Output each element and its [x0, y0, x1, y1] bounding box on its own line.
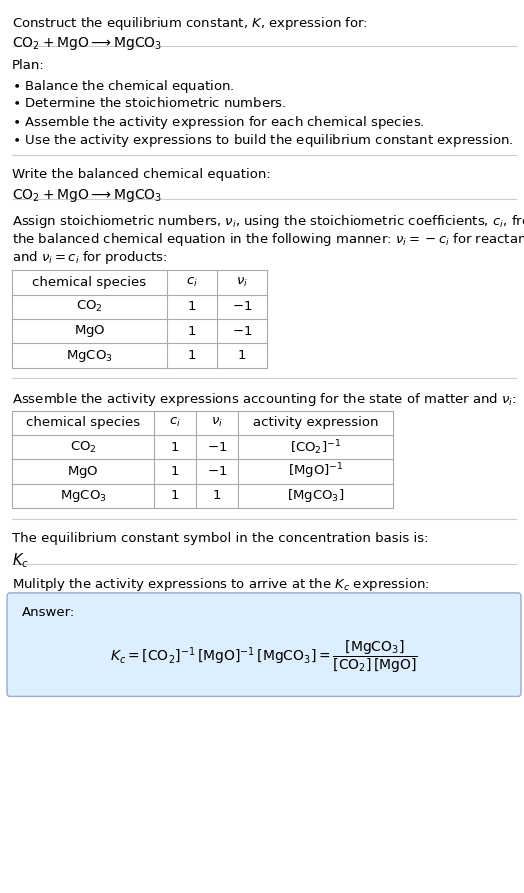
- Text: $\bullet$ Use the activity expressions to build the equilibrium constant express: $\bullet$ Use the activity expressions t…: [12, 132, 514, 149]
- Text: $\mathrm{CO_2 + MgO \longrightarrow MgCO_3}$: $\mathrm{CO_2 + MgO \longrightarrow MgCO…: [12, 188, 162, 204]
- Text: and $\nu_i = c_i$ for products:: and $\nu_i = c_i$ for products:: [12, 249, 168, 266]
- Text: $[\mathrm{MgCO_3}]$: $[\mathrm{MgCO_3}]$: [287, 488, 344, 505]
- Text: $\mathrm{MgO}$: $\mathrm{MgO}$: [67, 463, 99, 480]
- Text: $[\mathrm{CO_2}]^{-1}$: $[\mathrm{CO_2}]^{-1}$: [290, 438, 341, 456]
- Text: $c_i$: $c_i$: [186, 276, 198, 289]
- Text: activity expression: activity expression: [253, 416, 378, 430]
- Text: $\mathrm{MgO}$: $\mathrm{MgO}$: [74, 323, 105, 339]
- Text: 1: 1: [188, 300, 196, 313]
- Text: $-1$: $-1$: [232, 325, 252, 338]
- Text: $K_c = [\mathrm{CO_2}]^{-1}\,[\mathrm{MgO}]^{-1}\,[\mathrm{MgCO_3}] = \dfrac{[\m: $K_c = [\mathrm{CO_2}]^{-1}\,[\mathrm{Mg…: [110, 638, 418, 674]
- Text: $\mathrm{CO_2}$: $\mathrm{CO_2}$: [70, 439, 96, 455]
- Text: 1: 1: [171, 489, 179, 503]
- Text: Write the balanced chemical equation:: Write the balanced chemical equation:: [12, 168, 271, 180]
- Text: $\bullet$ Determine the stoichiometric numbers.: $\bullet$ Determine the stoichiometric n…: [12, 96, 287, 111]
- Text: $1$: $1$: [212, 489, 222, 503]
- Text: $K_c$: $K_c$: [12, 551, 29, 570]
- Text: The equilibrium constant symbol in the concentration basis is:: The equilibrium constant symbol in the c…: [12, 531, 429, 545]
- Text: Assemble the activity expressions accounting for the state of matter and $\nu_i$: Assemble the activity expressions accoun…: [12, 391, 517, 408]
- Text: $\mathrm{CO_2}$: $\mathrm{CO_2}$: [76, 299, 103, 314]
- Text: $\mathrm{CO_2 + MgO \longrightarrow MgCO_3}$: $\mathrm{CO_2 + MgO \longrightarrow MgCO…: [12, 36, 162, 53]
- Text: Plan:: Plan:: [12, 59, 45, 71]
- Text: $\nu_i$: $\nu_i$: [211, 416, 223, 430]
- Text: $-1$: $-1$: [207, 441, 227, 454]
- Text: $-1$: $-1$: [232, 300, 252, 313]
- Text: the balanced chemical equation in the following manner: $\nu_i = -c_i$ for react: the balanced chemical equation in the fo…: [12, 231, 524, 248]
- Text: Mulitply the activity expressions to arrive at the $K_c$ expression:: Mulitply the activity expressions to arr…: [12, 576, 430, 594]
- Text: 1: 1: [171, 465, 179, 478]
- FancyBboxPatch shape: [7, 593, 521, 697]
- Text: 1: 1: [188, 325, 196, 338]
- Text: $-1$: $-1$: [207, 465, 227, 478]
- Text: $1$: $1$: [237, 349, 247, 362]
- Text: Answer:: Answer:: [22, 606, 75, 619]
- Text: 1: 1: [188, 349, 196, 362]
- Text: $\mathrm{MgCO_3}$: $\mathrm{MgCO_3}$: [60, 488, 106, 504]
- Text: 1: 1: [171, 441, 179, 454]
- Text: chemical species: chemical species: [26, 416, 140, 430]
- Text: $\bullet$ Assemble the activity expression for each chemical species.: $\bullet$ Assemble the activity expressi…: [12, 114, 424, 131]
- Text: $[\mathrm{MgO}]^{-1}$: $[\mathrm{MgO}]^{-1}$: [288, 462, 343, 481]
- Text: chemical species: chemical species: [32, 276, 147, 289]
- Text: $\mathrm{MgCO_3}$: $\mathrm{MgCO_3}$: [66, 347, 113, 363]
- Text: $\bullet$ Balance the chemical equation.: $\bullet$ Balance the chemical equation.: [12, 79, 234, 96]
- Text: $c_i$: $c_i$: [169, 416, 181, 430]
- Text: Assign stoichiometric numbers, $\nu_i$, using the stoichiometric coefficients, $: Assign stoichiometric numbers, $\nu_i$, …: [12, 213, 524, 230]
- Text: $\nu_i$: $\nu_i$: [236, 276, 248, 289]
- Text: Construct the equilibrium constant, $K$, expression for:: Construct the equilibrium constant, $K$,…: [12, 15, 368, 32]
